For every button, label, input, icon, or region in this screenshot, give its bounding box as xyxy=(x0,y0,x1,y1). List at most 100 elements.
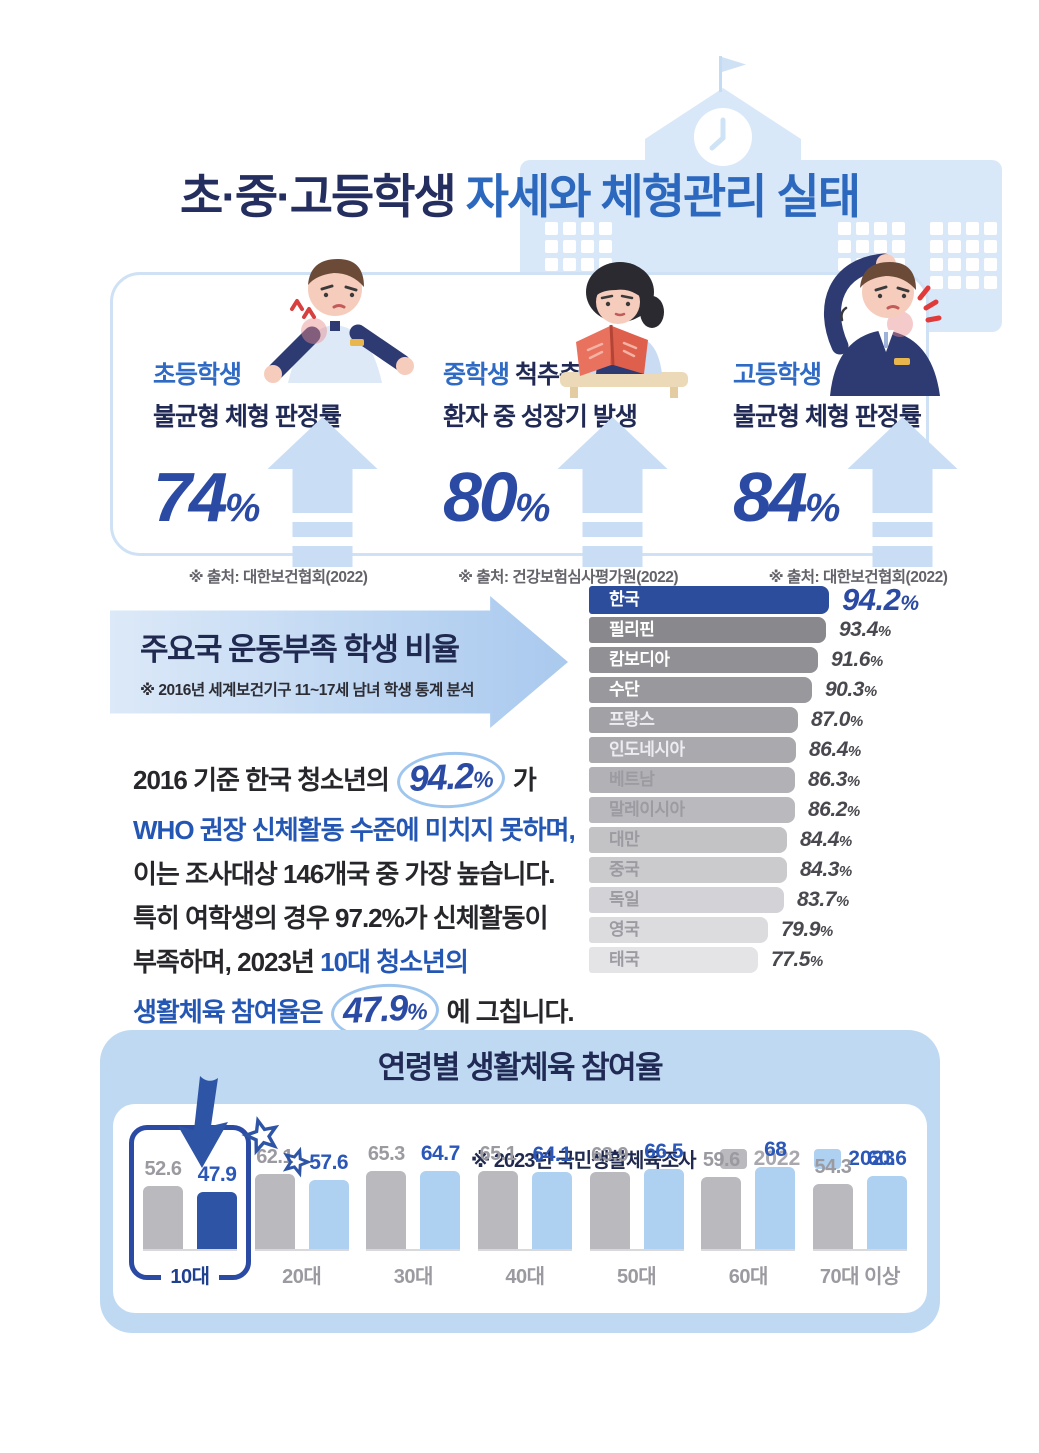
country-value-number: 93.4 xyxy=(839,618,878,641)
country-value-unit: % xyxy=(838,863,852,880)
country-value-unit: % xyxy=(877,623,891,640)
country-label: 한국 xyxy=(609,590,640,609)
country-label: 인도네시아 xyxy=(609,740,685,759)
country-value-number: 86.2 xyxy=(808,798,847,821)
highlight-arrow-and-stars-icon xyxy=(178,1076,312,1178)
age-chart-panel: ※ 2023년 국민생활체육조사 2022 2023 52.6 47.9 10대 62… xyxy=(113,1104,927,1313)
elementary-student-illustration xyxy=(264,259,414,383)
flag-pole-illustration xyxy=(719,56,722,92)
window-pane xyxy=(930,240,943,253)
bar-column-2023: 47.9 xyxy=(197,1163,237,1249)
country-value-number: 84.3 xyxy=(800,858,839,881)
window-pane xyxy=(930,222,943,235)
stat-title-accent: 초등학생 xyxy=(153,361,242,389)
country-bar: 프랑스 xyxy=(589,707,798,733)
country-value-number: 91.6 xyxy=(831,648,870,671)
window-pane xyxy=(948,240,961,253)
bar-value-2023: 66.5 xyxy=(644,1140,684,1163)
paragraph-line: 생활체육 참여율은 47.9% 에 그칩니다. xyxy=(133,981,613,1043)
age-group-bars: 63.9 66.5 xyxy=(589,1140,684,1249)
country-value: 86.4% xyxy=(809,738,861,762)
country-bar: 말레이시아 xyxy=(589,797,795,823)
window-pane xyxy=(984,276,997,289)
country-bar: 한국 xyxy=(589,586,829,614)
country-bar-chart: 한국 94.2% 필리핀 93.4% 캄보디아 91.6% 수단 90.3% 프랑스 87.0% 인… xyxy=(589,582,949,977)
legend-label-2022: 2022 xyxy=(753,1146,801,1170)
country-row-영국: 영국 79.9% xyxy=(589,917,949,943)
clock-icon xyxy=(694,108,752,166)
country-bar: 대만 xyxy=(589,827,787,853)
country-value-unit: % xyxy=(838,833,852,850)
world-section-header-arrow: 주요국 운동부족 학생 비율 ※ 2016년 세계보건기구 11~17세 남녀 … xyxy=(110,596,568,728)
country-value-unit: % xyxy=(819,923,833,940)
age-bar-chart: 52.6 47.9 10대 62.1 57.6 20대 65.3 64.7 30대 65.1 64.… xyxy=(129,1125,913,1289)
age-section: 연령별 생활체육 참여율 ※ 2023년 국민생활체육조사 2022 2023 … xyxy=(100,1030,940,1333)
axis-baseline xyxy=(254,1249,349,1251)
country-bar: 중국 xyxy=(589,857,787,883)
window-pane xyxy=(984,258,997,271)
country-row-중국: 중국 84.3% xyxy=(589,857,949,883)
country-value: 93.4% xyxy=(839,618,891,642)
stat-value-unit: % xyxy=(224,486,261,530)
country-value-number: 77.5 xyxy=(771,948,810,971)
window-pane xyxy=(581,258,594,271)
body-text: 이는 조사대상 146개국 중 가장 높습니다. xyxy=(133,859,556,889)
world-section-title: 주요국 운동부족 학생 비율 xyxy=(140,632,460,667)
age-group-70대 이상: 54.3 60.6 70대 이상 xyxy=(807,1141,913,1289)
country-bar: 독일 xyxy=(589,887,784,913)
window-pane xyxy=(599,222,612,235)
axis-baseline xyxy=(589,1249,684,1251)
paragraph-line: 부족하며, 2023년 10대 청소년의 xyxy=(133,940,613,984)
country-row-베트남: 베트남 86.3% xyxy=(589,767,949,793)
body-text: 가 xyxy=(506,765,537,795)
bar-value-2022: 63.9 xyxy=(591,1144,629,1166)
age-group-label: 50대 xyxy=(617,1266,657,1288)
window-pane xyxy=(948,276,961,289)
country-value-unit: % xyxy=(835,893,849,910)
country-bar: 인도네시아 xyxy=(589,737,796,763)
age-group-label: 40대 xyxy=(505,1266,545,1288)
bar-2023 xyxy=(420,1171,461,1249)
country-value-number: 86.3 xyxy=(808,768,847,791)
window-pane xyxy=(874,240,887,253)
window-pane xyxy=(856,240,869,253)
bar-2022 xyxy=(477,1171,518,1249)
bar-value-2023: 47.9 xyxy=(197,1163,237,1186)
window-pane xyxy=(545,258,558,271)
stat-subtitle: 불균형 체형 판정률 xyxy=(733,403,922,431)
legend-label-2023: 2023 xyxy=(848,1146,895,1170)
window-pane xyxy=(581,240,594,253)
country-value-number: 87.0 xyxy=(811,708,850,731)
window-pane xyxy=(563,222,576,235)
window-pane xyxy=(966,222,979,235)
country-bar: 필리핀 xyxy=(589,617,826,643)
country-value-number: 86.4 xyxy=(809,738,848,761)
bar-column-2023: 57.6 xyxy=(308,1151,349,1249)
bar-value-2022: 65.3 xyxy=(367,1143,405,1165)
page-title: 초·중·고등학생 자세와 체형관리 실태 xyxy=(0,158,1039,227)
country-row-한국: 한국 94.2% xyxy=(589,582,949,617)
age-group-label: 70대 이상 xyxy=(819,1266,901,1288)
stat-card-elementary: 초등학생 불균형 체형 판정률 74% ※ 출처: 대한보건협회(2022) xyxy=(113,355,403,586)
window-pane xyxy=(984,222,997,235)
body-text: 에 그칩니다. xyxy=(440,997,575,1027)
window-pane xyxy=(838,222,851,235)
age-group-label: 30대 xyxy=(393,1266,434,1288)
axis-baseline xyxy=(366,1249,461,1251)
axis-baseline xyxy=(701,1249,796,1251)
stat-card-high: 고등학생 불균형 체형 판정률 84% ※ 출처: 대한보건협회(2022) xyxy=(693,355,983,586)
country-row-인도네시아: 인도네시아 86.4% xyxy=(589,737,949,763)
stat-title-accent: 중학생 xyxy=(443,361,510,389)
legend-item-2023: 2023 xyxy=(814,1147,895,1171)
age-group-bars: 59.6 68 xyxy=(701,1138,796,1249)
stat-title: 초등학생 xyxy=(153,355,403,391)
bar-2023 xyxy=(308,1180,349,1249)
paragraph-line: 이는 조사대상 146개국 중 가장 높습니다. xyxy=(133,852,613,896)
stat-value-number: 80 xyxy=(443,458,518,536)
stat-source: ※ 출처: 건강보험심사평가원(2022) xyxy=(457,569,679,586)
window-pane xyxy=(856,222,869,235)
legend-note: ※ 2023년 국민생활체육조사 xyxy=(470,1150,697,1172)
country-value-unit: % xyxy=(809,953,823,970)
country-value-number: 83.7 xyxy=(797,888,836,911)
window-pane xyxy=(966,276,979,289)
